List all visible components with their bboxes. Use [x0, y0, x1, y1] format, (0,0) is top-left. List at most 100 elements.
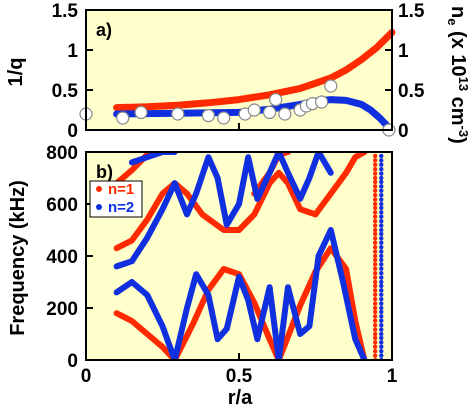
- panel-b-n2-point: [379, 201, 384, 207]
- panel-b-n1-point: [372, 262, 378, 267]
- panel-b-n1-point: [372, 279, 378, 285]
- panel-b-n1-branch: [171, 266, 282, 360]
- panel-b-n2-point: [379, 257, 384, 263]
- panel-b-n2-point: [379, 314, 384, 319]
- panel-b-n1-point: [372, 335, 378, 341]
- legend-label-n2: n=2: [108, 199, 134, 216]
- panel-b-n1-point: [372, 266, 378, 271]
- panel-b-ytick-label: 200: [46, 299, 78, 320]
- panel-b-n2-branch: [171, 154, 261, 228]
- panel-b-n2-point: [379, 171, 384, 176]
- panel-a-density-point: [201, 108, 215, 123]
- panel-b-n1-point: [372, 257, 378, 263]
- panel-b-n1-point: [372, 309, 378, 315]
- panel-a-density-point: [278, 107, 292, 121]
- legend-marker-n1: [96, 186, 102, 192]
- panel-b-n2-point: [379, 322, 384, 328]
- panel-b-n2-point: [379, 153, 384, 159]
- panel-b-n2-point: [379, 240, 384, 245]
- panel-a-density-point: [116, 111, 130, 125]
- panel-b-n1-point: [372, 314, 378, 319]
- panel-b-n1-point: [372, 231, 378, 237]
- panel-b-n2-point: [379, 166, 384, 172]
- panel-b-n1-branch: [236, 169, 334, 233]
- panel-b-n1-point: [372, 162, 378, 167]
- panel-b-n1-point: [372, 296, 378, 302]
- panel-b-n2-branch: [128, 152, 178, 166]
- panel-b-n1-point: [372, 214, 378, 219]
- panel-b-xlabel: r/a: [228, 387, 253, 409]
- panel-a-right-ytick-label: 0.5: [398, 81, 425, 102]
- panel-b-n1-point: [372, 327, 378, 332]
- panel-b-n2-point: [379, 292, 384, 297]
- panel-b-n2-point: [379, 305, 384, 311]
- panel-b-n1-point: [372, 158, 378, 163]
- panel-a-label: a): [96, 20, 112, 40]
- panel-b-xtick-label: 0: [81, 366, 92, 387]
- panel-a-density-point: [269, 92, 283, 107]
- panel-b-n1-point: [372, 344, 378, 349]
- panel-a-left-ytick-label: 1: [67, 41, 78, 62]
- panel-b-n2-point: [379, 283, 384, 289]
- panel-b-n2-point: [379, 253, 384, 259]
- panel-b-n2-point: [379, 335, 384, 341]
- panel-b-n1-point: [372, 205, 378, 211]
- panel-b-n2-point: [379, 249, 384, 254]
- panel-b-n2-point: [379, 296, 384, 302]
- panel-b-ylabel: Frequency (kHz): [7, 180, 29, 336]
- panel-b-n2-point: [379, 179, 384, 185]
- panel-b-ytick-label: 400: [46, 247, 78, 268]
- panel-b-n2-branch: [275, 227, 368, 360]
- panel-b-n1-point: [372, 318, 378, 323]
- panel-b-n1-point: [372, 301, 378, 306]
- panel-b-n2-point: [379, 318, 384, 323]
- panel-a-right-ytick-label: 0: [398, 121, 409, 142]
- panel-a-right-ylabel: ne (x 1013 cm-3): [445, 6, 471, 144]
- panel-b-n1-point: [372, 270, 378, 276]
- panel-b-n1-branch: [327, 152, 368, 197]
- panel-b-n2-branch: [113, 180, 178, 270]
- panel-b-n1-point: [372, 192, 378, 198]
- panel-a-density-point: [217, 111, 231, 125]
- panel-b-n2-point: [379, 192, 384, 198]
- panel-b-n1-point: [372, 253, 378, 259]
- panel-b-n1-point: [372, 331, 378, 337]
- panel-b-n2-point: [379, 210, 384, 215]
- panel-b-n2-point: [379, 348, 384, 354]
- panel-a-density-point: [315, 95, 329, 109]
- panel-b-n2-branch: [113, 279, 178, 360]
- panel-b-n1-point: [372, 188, 378, 193]
- panel-a-left-ylabel: 1/q: [5, 58, 27, 87]
- panel-b-n2-point: [379, 227, 384, 233]
- legend: n=1 n=2: [89, 180, 143, 218]
- panel-b-n2-point: [379, 218, 384, 224]
- panel-b-n1-point: [372, 305, 378, 311]
- panel-b-n2-point: [379, 340, 384, 345]
- panel-b-n2-point: [379, 270, 384, 276]
- panel-b-n2-point: [379, 205, 384, 211]
- panel-b-n2-point: [379, 184, 384, 189]
- panel-b-n2-point: [379, 262, 384, 267]
- panel-b-n2-branch: [254, 152, 334, 202]
- panel-b-n1-point: [372, 236, 378, 241]
- panel-b-n1-point: [372, 218, 378, 224]
- panel-a-curve-1: [113, 28, 396, 112]
- panel-a-density-point: [324, 79, 338, 93]
- panel-b-n2-point: [379, 175, 384, 181]
- panel-b-xtick-label: 1: [387, 366, 398, 387]
- panel-b-n1-branch: [275, 245, 368, 360]
- panel-b-label: b): [96, 162, 113, 182]
- legend-marker-n2: [96, 204, 102, 210]
- panel-b-n1-point: [372, 153, 378, 159]
- panel-a-right-ytick-label: 1: [398, 41, 409, 62]
- panel-b-n1-point: [372, 244, 378, 250]
- panel-b-n1-point: [372, 340, 378, 345]
- panel-b-n1-point: [372, 249, 378, 254]
- panel-b-n2-point: [379, 162, 384, 167]
- panel-b-n1-point: [372, 166, 378, 172]
- panel-b-n1-point: [372, 223, 378, 228]
- panel-b-n1-branch: [113, 310, 178, 360]
- panel-b-n2-point: [379, 288, 384, 293]
- panel-b-n2-point: [379, 231, 384, 237]
